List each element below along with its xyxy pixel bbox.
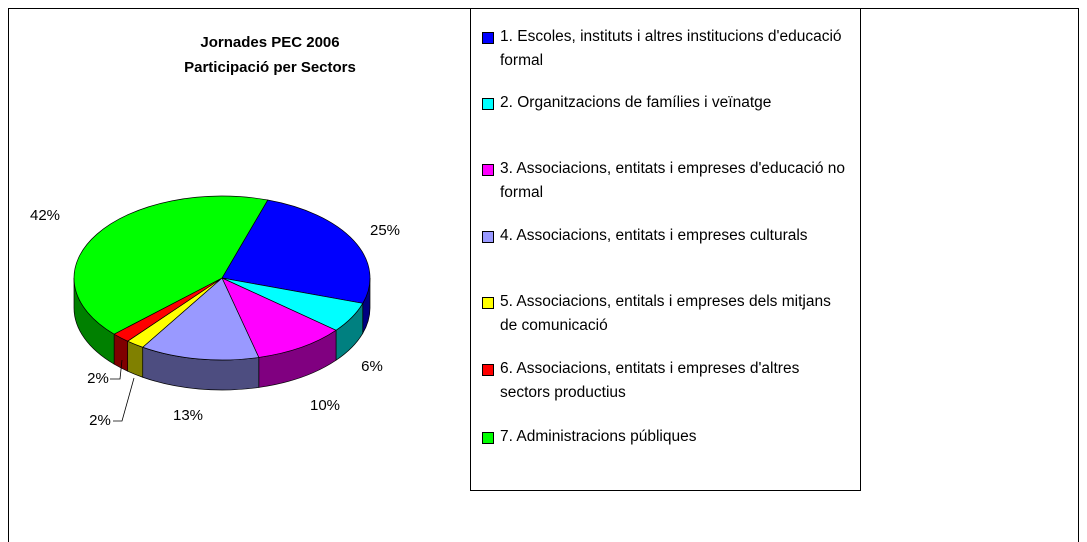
- legend-label: 3. Associacions, entitats i empreses d'e…: [500, 160, 846, 201]
- data-label: 25%: [370, 222, 400, 239]
- leader-line: [110, 359, 123, 380]
- slice: [73, 195, 269, 335]
- legend-swatch: [482, 297, 494, 309]
- data-label: 2%: [89, 412, 111, 429]
- legend-swatch: [482, 164, 494, 176]
- data-label: 13%: [173, 407, 203, 424]
- slice: [221, 199, 371, 304]
- legend-frame: [470, 8, 861, 491]
- slice: [142, 277, 260, 361]
- data-label: 6%: [361, 358, 383, 375]
- data-label: 42%: [30, 207, 60, 224]
- legend-label: 4. Associacions, entitats i empreses cul…: [500, 227, 808, 244]
- legend-label: 7. Administracions públiques: [500, 428, 697, 445]
- legend-swatch: [482, 32, 494, 44]
- data-label: 10%: [310, 397, 340, 414]
- legend-label: 1. Escoles, instituts i altres instituci…: [500, 28, 842, 69]
- chart-subtitle: Participació per Sectors: [184, 59, 356, 76]
- legend-swatch: [482, 231, 494, 243]
- legend-swatch: [482, 98, 494, 110]
- legend-label: 5. Associacions, entitals i empreses del…: [500, 293, 831, 334]
- legend-label: 2. Organitzacions de famílies i veïnatge: [500, 94, 772, 111]
- legend-swatch: [482, 364, 494, 376]
- data-label: 2%: [87, 370, 109, 387]
- chart-title: Jornades PEC 2006: [200, 34, 339, 51]
- leader-line: [113, 377, 135, 422]
- legend-label: 6. Associacions, entitats i empreses d'a…: [500, 360, 800, 401]
- slice: [221, 277, 337, 358]
- legend-swatch: [482, 432, 494, 444]
